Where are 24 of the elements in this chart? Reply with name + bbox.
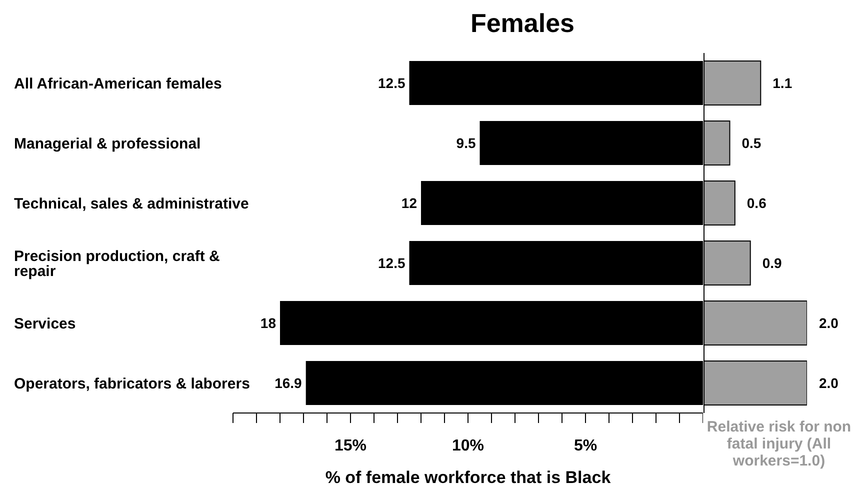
data-label: 12.5 [378, 254, 406, 271]
data-label: 2.0 [819, 374, 839, 391]
x-tick-label: 15% [334, 437, 367, 454]
data-label: 12.5 [378, 74, 406, 91]
y-tick-label: Services [14, 315, 76, 332]
y-tick-label: Managerial & professional [14, 135, 201, 152]
data-label: 18 [260, 314, 276, 331]
data-label: 0.5 [742, 134, 762, 151]
x-tick-label: 5% [574, 437, 598, 454]
data-label: 9.5 [456, 134, 476, 151]
y-tick-label: Precision production, craft & repair [14, 248, 220, 280]
data-label: 2.0 [819, 314, 839, 331]
data-label: 0.6 [746, 194, 767, 211]
chart-title: Females [469, 8, 576, 40]
y-tick-label: All African-American females [14, 75, 222, 92]
data-label: 1.1 [772, 74, 792, 91]
y-tick-label: Technical, sales & administrative [14, 195, 249, 212]
data-label: 16.9 [274, 374, 302, 391]
data-label: 0.9 [762, 254, 782, 271]
x-axis-title: Relative risk for non fatal injury (All workers=1.0) [706, 418, 852, 470]
x-axis-title: % of female workforce that is Black [325, 468, 612, 488]
data-label: 12 [401, 194, 418, 211]
x-tick-label: 10% [452, 437, 484, 454]
y-tick-label: Operators, fabricators & laborers [14, 375, 250, 392]
